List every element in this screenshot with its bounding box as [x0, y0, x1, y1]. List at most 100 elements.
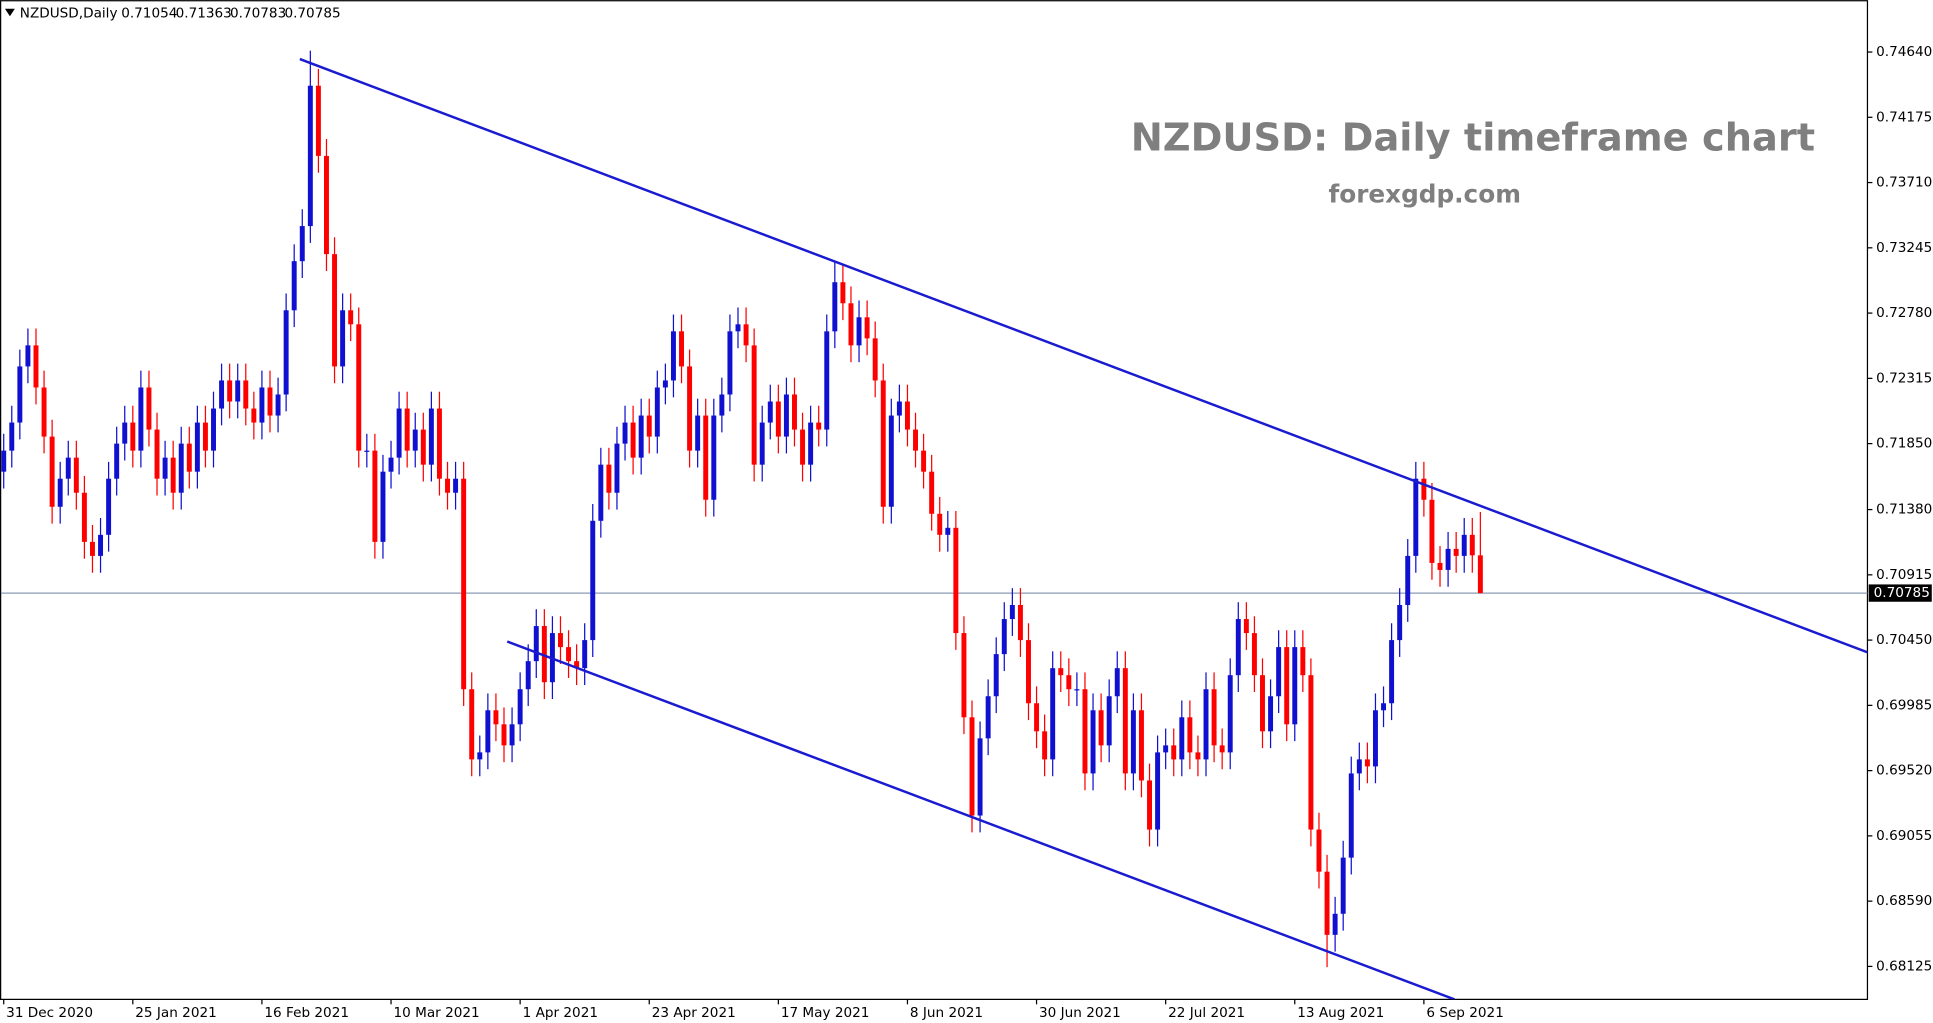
- candle-body: [646, 415, 652, 437]
- candle-body: [662, 380, 668, 388]
- candle-body: [880, 380, 886, 507]
- candle-body: [89, 541, 95, 556]
- candle-body: [1461, 534, 1467, 556]
- candle-body: [1179, 717, 1185, 760]
- candle-body: [929, 471, 935, 514]
- candle-body: [719, 394, 725, 416]
- candle-body: [299, 226, 305, 262]
- candle-body: [130, 422, 136, 451]
- candle-body: [1138, 710, 1144, 781]
- candle-body: [727, 331, 733, 395]
- x-tick-label: 13 Aug 2021: [1297, 1005, 1384, 1021]
- candle-body: [33, 345, 39, 388]
- candle-body: [1332, 913, 1338, 935]
- candle-body: [138, 387, 144, 451]
- candle-body: [146, 387, 152, 430]
- candle-body: [1260, 675, 1265, 732]
- plot-area: [1, 50, 1868, 1000]
- candle-body: [275, 394, 281, 416]
- candle-body: [679, 331, 684, 367]
- candle-body: [162, 457, 168, 479]
- candle-body: [1381, 703, 1387, 711]
- price-label-box: [1868, 584, 1932, 602]
- candle-body: [1413, 478, 1419, 556]
- candle-body: [1066, 675, 1072, 690]
- candle-body: [41, 387, 47, 437]
- candle-body: [1364, 759, 1370, 767]
- candle-body: [953, 527, 959, 634]
- candle-body: [1300, 647, 1306, 676]
- candle-body: [1042, 731, 1048, 760]
- candle-body: [840, 282, 846, 304]
- x-tick-label: 10 Mar 2021: [394, 1005, 480, 1021]
- candle-body: [81, 492, 87, 542]
- candle-body: [1397, 605, 1403, 641]
- candle-body: [913, 429, 918, 451]
- y-tick-label: 0.70915: [1876, 567, 1932, 583]
- candle-body: [517, 689, 523, 725]
- candle-body: [332, 254, 338, 367]
- candle-body: [307, 85, 313, 227]
- candle-body: [985, 696, 991, 739]
- candle-body: [977, 738, 983, 816]
- candle-body: [154, 429, 160, 479]
- candle-body: [1437, 562, 1443, 570]
- candle-body: [211, 408, 216, 451]
- candle-body: [1026, 640, 1031, 704]
- candle-body: [1074, 689, 1080, 691]
- candle-body: [751, 345, 757, 465]
- candle-body: [1477, 555, 1483, 594]
- candle-body: [186, 443, 192, 472]
- candle-body: [267, 387, 273, 416]
- candle-body: [582, 640, 588, 669]
- candle-body: [1284, 647, 1290, 725]
- candle-body: [1171, 745, 1177, 760]
- candle-body: [194, 422, 200, 472]
- candle-body: [525, 661, 531, 690]
- candle-body: [1122, 668, 1128, 774]
- header-close: 0.70785: [284, 6, 340, 22]
- candle-body: [1324, 871, 1330, 935]
- candle-body: [1090, 710, 1096, 774]
- candle-body: [412, 429, 418, 451]
- candle-body: [1421, 478, 1427, 500]
- candle-body: [1195, 752, 1201, 760]
- candle-body: [17, 366, 23, 423]
- candle-body: [453, 478, 459, 493]
- header-open: 0.71054: [121, 6, 177, 22]
- candle-body: [832, 282, 838, 332]
- candle-body: [1429, 499, 1435, 563]
- candle-body: [574, 661, 580, 669]
- candle-body: [1106, 696, 1112, 746]
- candle-body: [283, 310, 289, 395]
- candle-body: [993, 654, 999, 697]
- x-tick-label: 22 Jul 2021: [1168, 1005, 1245, 1021]
- candle-body: [509, 724, 515, 746]
- x-tick-label: 1 Apr 2021: [523, 1005, 598, 1021]
- x-tick-label: 17 May 2021: [781, 1005, 870, 1021]
- candle-body: [800, 429, 806, 465]
- candle-body: [872, 338, 878, 381]
- candle-body: [1340, 857, 1346, 914]
- candle-body: [1187, 717, 1193, 753]
- candle-body: [436, 408, 442, 479]
- candle-body: [9, 422, 15, 451]
- candle-body: [743, 324, 749, 346]
- candle-body: [1389, 640, 1395, 704]
- candle-body: [654, 387, 660, 437]
- candle-body: [1276, 647, 1282, 697]
- candle-body: [1058, 668, 1064, 676]
- candle-body: [1292, 647, 1298, 725]
- candle-body: [348, 310, 354, 325]
- y-tick-label: 0.72780: [1876, 305, 1932, 321]
- candle-body: [243, 380, 249, 409]
- candle-body: [1469, 534, 1475, 556]
- candle-body: [767, 401, 773, 423]
- candle-body: [1163, 745, 1169, 753]
- candle-body: [428, 408, 434, 465]
- candle-body: [178, 443, 184, 493]
- y-tick-label: 0.74175: [1876, 109, 1932, 125]
- candle-body: [558, 633, 563, 648]
